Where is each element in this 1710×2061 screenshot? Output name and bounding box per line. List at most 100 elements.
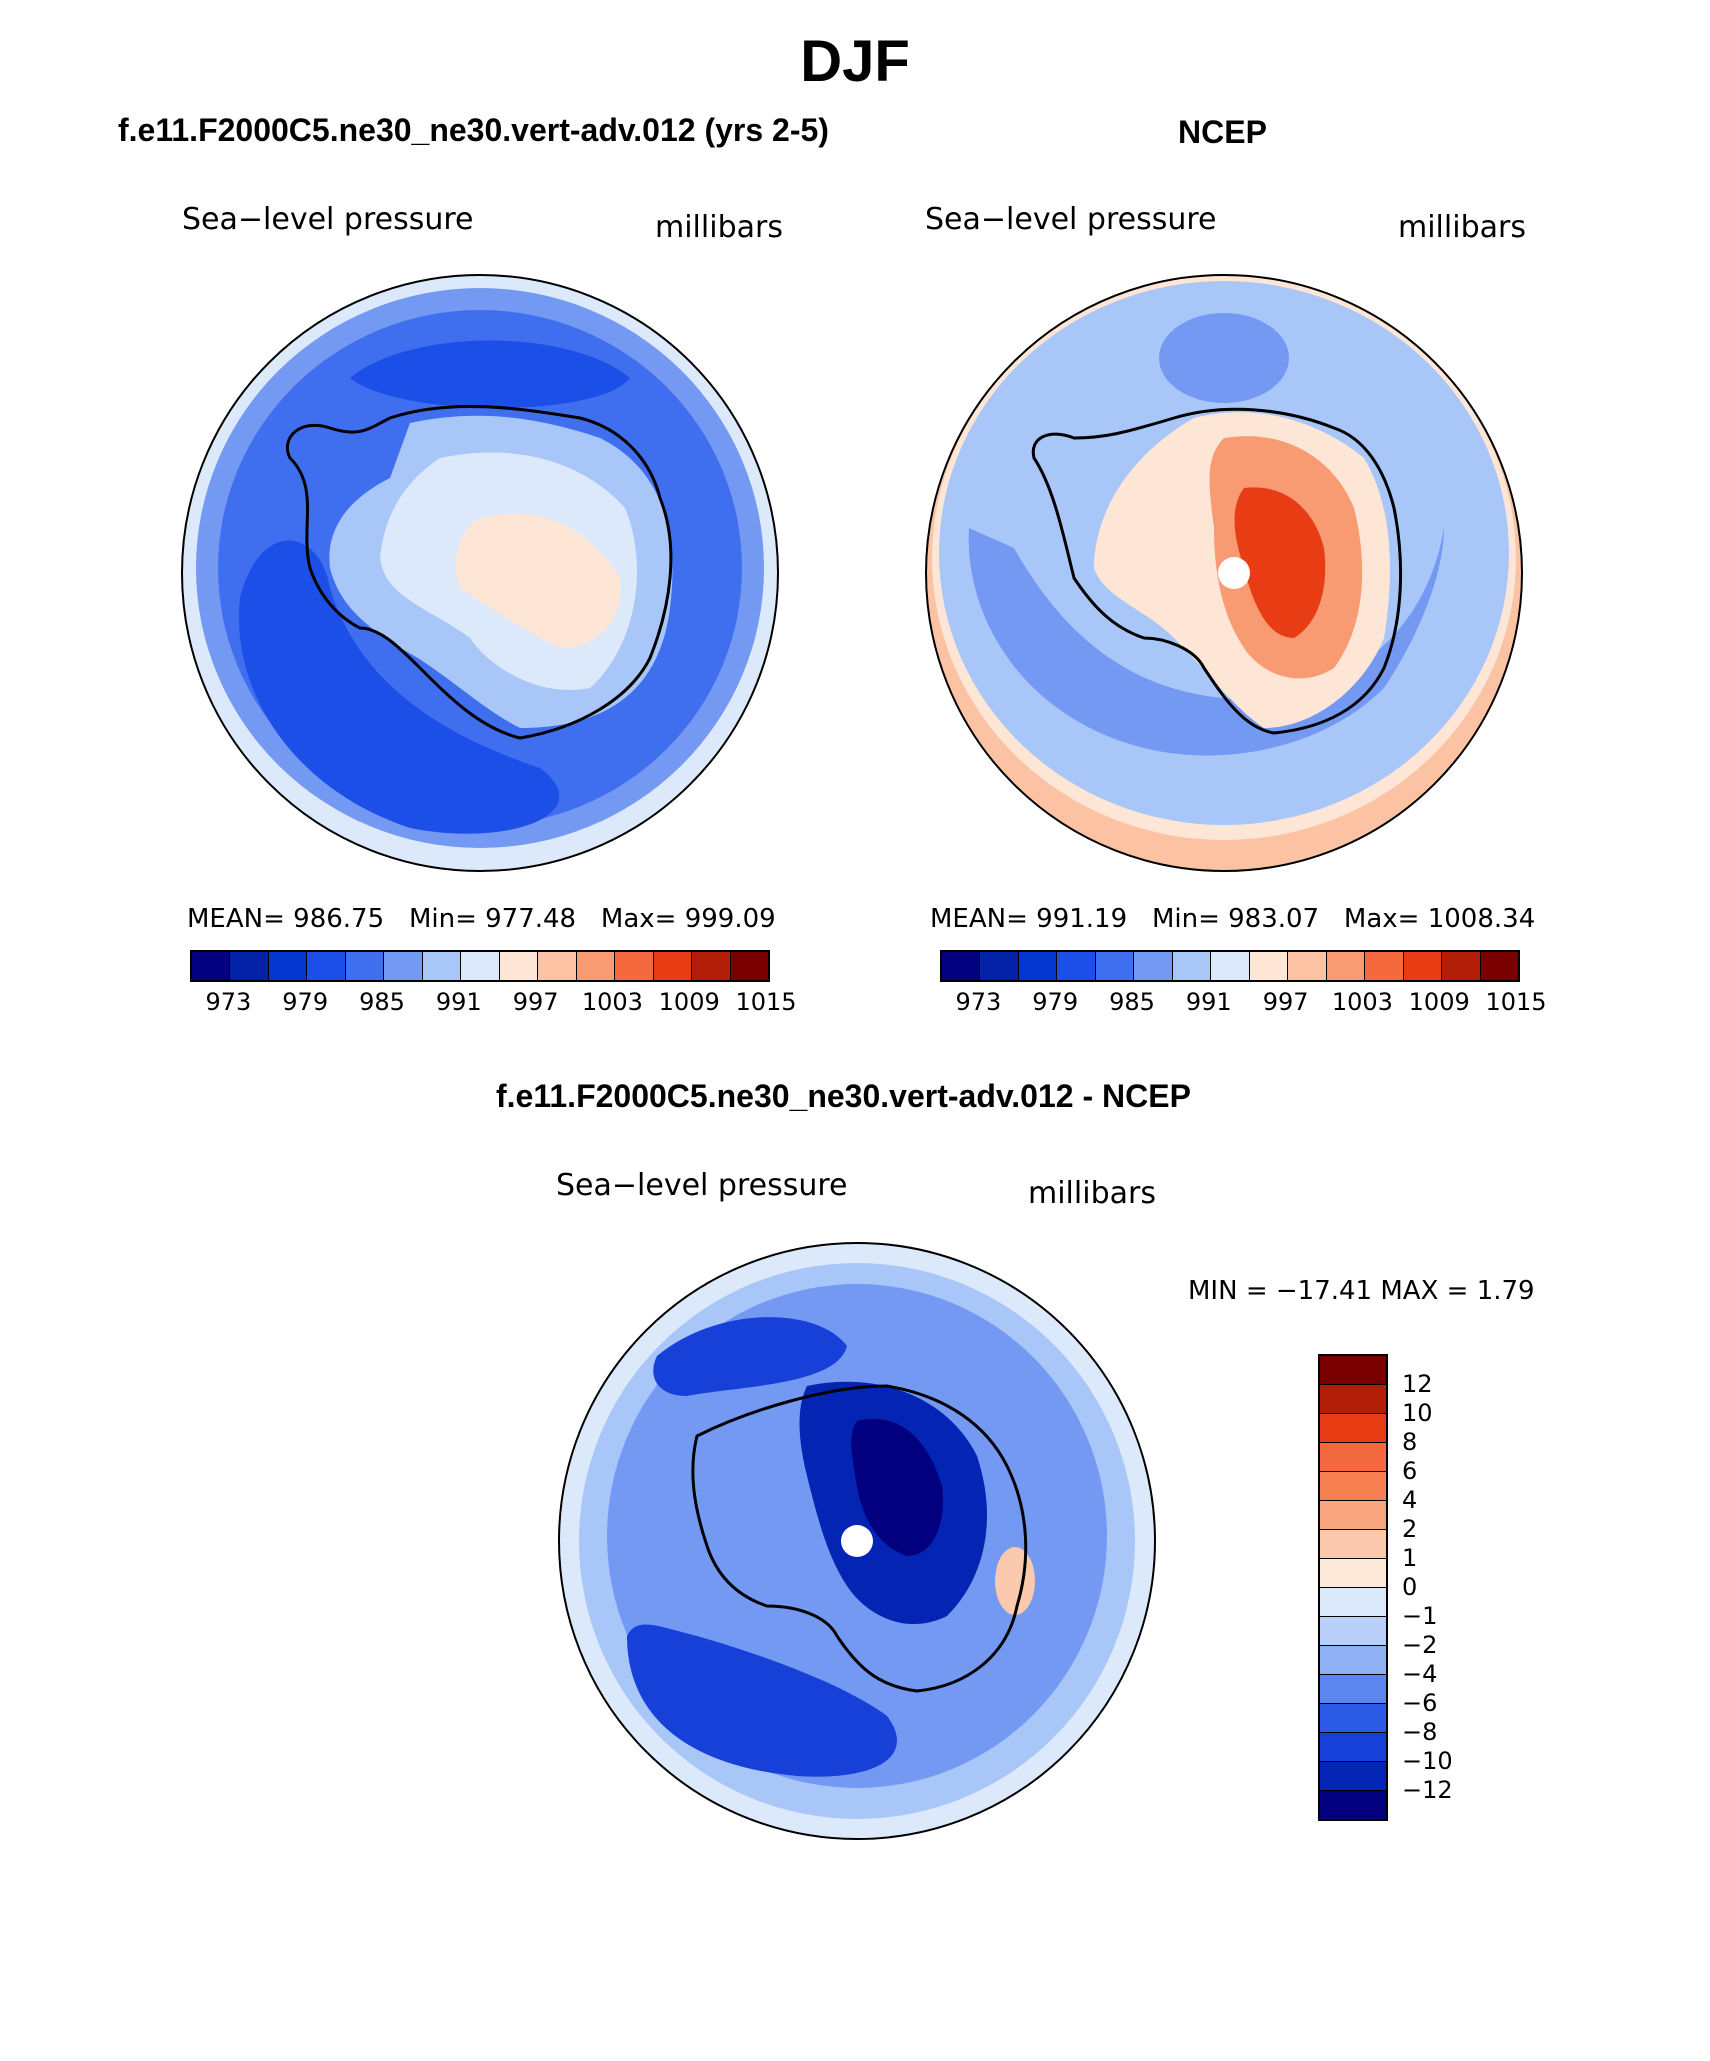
colorbar-tick-label: 1003	[581, 988, 643, 1016]
diff-region-north	[653, 1317, 847, 1396]
model-variable-label: Sea−level pressure	[182, 202, 474, 237]
model-coastline	[285, 404, 673, 740]
colorbar-swatch	[1403, 952, 1443, 980]
colorbar-swatch	[1320, 1617, 1386, 1646]
colorbar-tick-label: 985	[1109, 988, 1155, 1016]
colorbar-swatch	[422, 952, 462, 980]
diff-positive-patch	[995, 1547, 1035, 1615]
colorbar-swatch	[1320, 1559, 1386, 1588]
colorbar-swatch	[615, 952, 654, 980]
colorbar-tick-label: 4	[1402, 1486, 1418, 1514]
colorbar-swatch	[1211, 952, 1250, 980]
colorbar-swatch	[1320, 1501, 1386, 1530]
diff-center	[851, 1418, 943, 1556]
obs-variable-label: Sea−level pressure	[925, 202, 1217, 237]
colorbar-tick-label: 0	[1402, 1573, 1418, 1601]
colorbar-tick-label: 979	[282, 988, 329, 1016]
colorbar-tick-label: 991	[1185, 988, 1232, 1016]
model-low-pressure	[238, 540, 560, 834]
model-polar-map	[181, 274, 779, 872]
colorbar-swatch	[1172, 952, 1212, 980]
colorbar-tick-label: −1	[1402, 1602, 1438, 1630]
colorbar-swatch	[730, 952, 769, 980]
colorbar-swatch	[1095, 952, 1135, 980]
colorbar-swatch	[499, 952, 539, 980]
colorbar-tick-label: 1009	[658, 988, 720, 1016]
colorbar-swatch	[1018, 952, 1058, 980]
obs-pole-marker	[1218, 557, 1250, 589]
colorbar-swatch	[1442, 952, 1481, 980]
colorbar-tick-label: 6	[1402, 1457, 1418, 1485]
colorbar-swatch	[345, 952, 385, 980]
diff-coastline	[691, 1384, 1028, 1693]
diff-region-west	[627, 1624, 897, 1777]
colorbar-swatch	[192, 952, 231, 980]
colorbar-swatch	[1320, 1588, 1386, 1617]
obs-coastline	[1031, 407, 1403, 735]
obs-panel-title: NCEP	[1178, 114, 1267, 150]
colorbar-swatch	[1320, 1356, 1386, 1385]
obs-colorbar	[940, 950, 1520, 982]
diff-minmax: MIN = −17.41 MAX = 1.79	[1188, 1276, 1535, 1306]
colorbar-tick-label: −4	[1402, 1660, 1438, 1688]
model-center	[456, 513, 621, 648]
obs-low-top	[1159, 313, 1289, 403]
obs-polar-map	[925, 274, 1523, 872]
model-low-top	[350, 340, 630, 408]
colorbar-swatch	[1320, 1733, 1386, 1762]
colorbar-tick-label: 12	[1402, 1370, 1433, 1398]
colorbar-swatch	[1320, 1443, 1386, 1472]
colorbar-tick-label: 1	[1402, 1544, 1418, 1572]
colorbar-swatch	[1320, 1530, 1386, 1559]
colorbar-swatch	[1320, 1385, 1386, 1414]
colorbar-tick-label: 10	[1402, 1399, 1433, 1427]
model-stats: MEAN= 986.75 Min= 977.48 Max= 999.09	[187, 904, 776, 934]
colorbar-swatch	[576, 952, 616, 980]
obs-center	[1234, 487, 1326, 638]
diff-variable-label: Sea−level pressure	[556, 1168, 848, 1203]
colorbar-tick-label: 979	[1032, 988, 1079, 1016]
diff-units-label: millibars	[1028, 1176, 1156, 1211]
colorbar-swatch	[1320, 1646, 1386, 1675]
colorbar-tick-label: 985	[359, 988, 405, 1016]
diff-colorbar	[1318, 1354, 1388, 1821]
colorbar-swatch	[461, 952, 500, 980]
diff-panel-title: f.e11.F2000C5.ne30_ne30.vert-adv.012 - N…	[496, 1078, 1191, 1114]
colorbar-tick-label: −10	[1402, 1747, 1453, 1775]
colorbar-swatch	[307, 952, 346, 980]
model-panel-title: f.e11.F2000C5.ne30_ne30.vert-adv.012 (yr…	[118, 112, 829, 148]
colorbar-tick-label: 2	[1402, 1515, 1418, 1543]
colorbar-swatch	[1288, 952, 1327, 980]
colorbar-tick-label: 8	[1402, 1428, 1418, 1456]
model-colorbar-ticks: 973 979 985 991 997 1003 1009 1015	[190, 988, 796, 1022]
colorbar-swatch	[1365, 952, 1404, 980]
colorbar-swatch	[942, 952, 981, 980]
colorbar-swatch	[384, 952, 423, 980]
obs-units-label: millibars	[1398, 210, 1526, 245]
colorbar-tick-label: 1003	[1331, 988, 1393, 1016]
colorbar-swatch	[1326, 952, 1366, 980]
colorbar-tick-label: −6	[1402, 1689, 1438, 1717]
colorbar-swatch	[1320, 1675, 1386, 1704]
colorbar-swatch	[1057, 952, 1096, 980]
obs-stats: MEAN= 991.19 Min= 983.07 Max= 1008.34	[930, 904, 1536, 934]
diff-pole-marker	[841, 1525, 873, 1557]
model-colorbar	[190, 950, 770, 982]
colorbar-tick-label: 997	[1262, 988, 1309, 1016]
colorbar-tick-label: −2	[1402, 1631, 1438, 1659]
colorbar-swatch	[1320, 1472, 1386, 1501]
colorbar-swatch	[1320, 1791, 1386, 1819]
obs-colorbar-ticks: 973 979 985 991 997 1003 1009 1015	[940, 988, 1546, 1022]
colorbar-tick-label: −12	[1402, 1776, 1453, 1804]
colorbar-tick-label: 1015	[1485, 988, 1547, 1016]
colorbar-swatch	[980, 952, 1019, 980]
colorbar-tick-label: 997	[512, 988, 559, 1016]
figure-title: DJF	[800, 29, 910, 94]
colorbar-swatch	[692, 952, 731, 980]
model-units-label: millibars	[655, 210, 783, 245]
colorbar-swatch	[653, 952, 693, 980]
colorbar-swatch	[1320, 1704, 1386, 1733]
colorbar-tick-label: 1015	[735, 988, 797, 1016]
colorbar-tick-label: 1009	[1408, 988, 1470, 1016]
colorbar-swatch	[1480, 952, 1519, 980]
